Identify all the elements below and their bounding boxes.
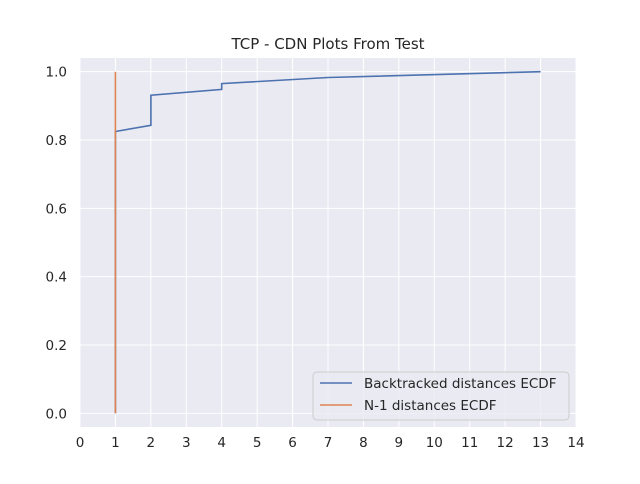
tick-labels: 0 1 2 3 4 5 6 7 8 9 10 11 12 13 140.00.20.40.60.81.0 [46, 65, 585, 451]
x-tick-label: 9 [395, 435, 404, 451]
x-tick-label: 3 [182, 435, 191, 451]
legend: Backtracked distances ECDF N-1 distances… [312, 371, 570, 421]
y-tick-label: 0.4 [46, 270, 67, 286]
y-tick-label: 1.0 [46, 65, 67, 81]
x-tick-label: 1 [111, 435, 120, 451]
series-layer [114, 70, 541, 414]
x-tick-label: 2 [147, 435, 156, 451]
x-tick-label: 0 [76, 435, 85, 451]
x-tick-label: 8 [359, 435, 368, 451]
y-tick-label: 0.8 [46, 133, 67, 149]
x-tick-label: 5 [253, 435, 262, 451]
series-backtracked-line [114, 70, 541, 414]
x-tick-label: 4 [217, 435, 226, 451]
x-tick-label: 11 [461, 435, 478, 451]
legend-label-backtracked: Backtracked distances ECDF [364, 376, 556, 392]
y-tick-label: 0.2 [46, 338, 67, 354]
x-tick-label: 10 [426, 435, 443, 451]
legend-box [312, 371, 570, 421]
x-tick-label: 13 [532, 435, 549, 451]
chart-title: TCP - CDN Plots From Test [230, 35, 424, 53]
y-tick-label: 0.0 [46, 406, 67, 422]
legend-label-n1: N-1 distances ECDF [364, 398, 497, 414]
x-tick-label: 12 [497, 435, 514, 451]
x-tick-label: 14 [567, 435, 584, 451]
x-tick-label: 7 [324, 435, 333, 451]
y-tick-label: 0.6 [46, 201, 67, 217]
x-tick-label: 6 [288, 435, 297, 451]
